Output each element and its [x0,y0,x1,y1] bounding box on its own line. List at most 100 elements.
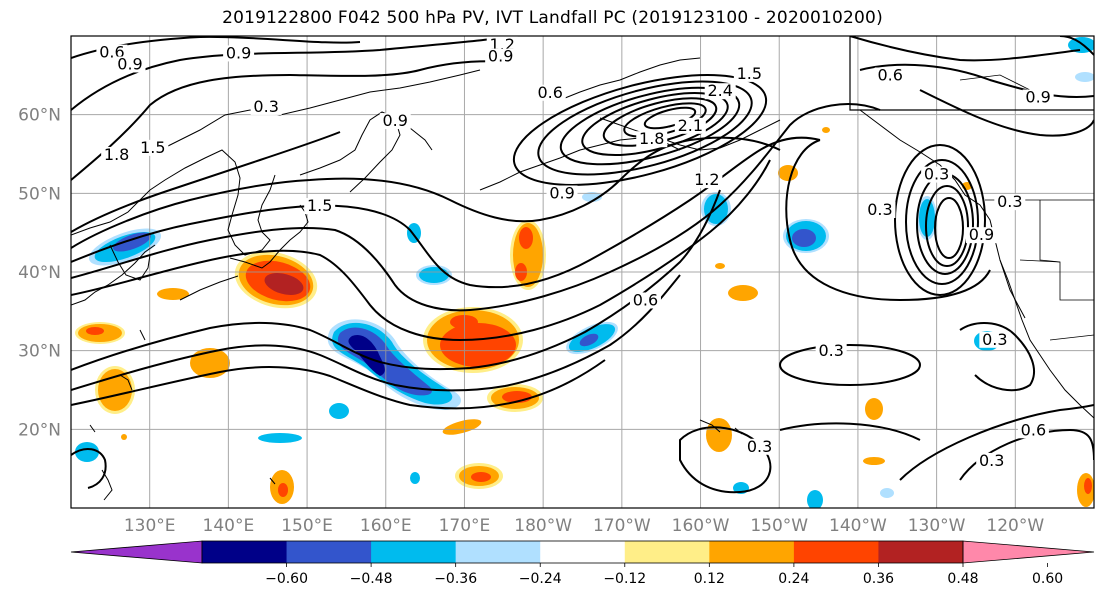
contour-label: 0.9 [1025,88,1050,107]
contour-label-bg [1017,422,1049,439]
contour-label-bg [733,65,765,82]
latitude-labels: 60°N 50°N 40°N 30°N 20°N [18,106,61,441]
contour-label-bg [137,139,169,156]
contour-label-bg [114,56,146,73]
lat-tick-label: 60°N [18,106,61,126]
colorbar-segment [709,541,795,563]
pv-contours [71,36,1094,494]
lon-tick-label: 180°W [514,516,572,536]
contour-label: 0.3 [924,165,949,184]
contour-label-bg [546,185,578,202]
colorbar-frame [201,540,964,564]
contour-labels: 0.60.90.90.31.8 1.51.50.91.20.90.61.52.42… [96,35,1054,470]
colorbar-segment [793,541,879,563]
contour-label: 0.3 [979,451,1004,470]
contour-label: 0.9 [488,47,513,66]
colorbar-segment [371,541,457,563]
contour-label: 0.3 [997,192,1022,211]
lon-tick-label: 160°W [672,516,730,536]
contour-label-bg [864,202,896,218]
colorbar-segment [202,541,288,563]
colorbar-tick-label: −0.60 [265,571,308,587]
lon-tick-label: 170°W [593,516,651,536]
map-title: 2019122800 F042 500 hPa PV, IVT Landfall… [222,8,883,28]
contour-label: 0.3 [867,200,892,219]
colorbar-segment [286,541,372,563]
colorbar-tick-label: 0.48 [947,571,978,587]
coastlines [71,36,1094,501]
lat-tick-label: 40°N [18,263,61,283]
contour-label: 0.6 [633,290,658,309]
contour-label-bg [250,98,282,115]
contour-label: 1.8 [104,145,129,164]
contour-label-bg [1022,89,1054,106]
contour-label-bg [223,45,255,62]
colorbar-tick-label: 0.24 [778,571,809,587]
contour-label: 1.5 [737,64,762,83]
contour-label: 0.3 [747,437,772,456]
colorbar-segment [455,541,541,563]
contour-label-bg [874,67,906,84]
contour-label: 0.9 [117,54,142,73]
contour-label: 2.4 [707,81,732,100]
lon-tick-label: 130°W [908,516,966,536]
colorbar-extend-high [962,540,1095,564]
lon-tick-label: 150°W [750,516,808,536]
colorbar-extend-low [70,540,203,564]
contour-label: 1.5 [307,196,332,215]
contour-label-bg [691,172,723,189]
contour-label-bg [965,227,997,244]
contour-label: 0.9 [969,225,994,244]
contour-label-bg [744,438,776,455]
contour-label: 0.6 [1021,420,1046,439]
colorbar-segment [624,541,710,563]
lat-tick-label: 30°N [18,342,61,362]
lon-tick-label: 120°W [986,516,1044,536]
colorbar-tick-label: −0.12 [603,571,646,587]
lon-tick-label: 130°E [124,516,176,536]
contour-label: 0.3 [982,330,1007,349]
contour-label: 0.9 [226,43,251,62]
colorbar-tick-label: −0.24 [519,571,562,587]
contour-label-bg [534,84,566,101]
contour-label: 2.1 [678,116,703,135]
colorbar-tick-label: 0.60 [1032,571,1063,587]
contour-label-bg [979,331,1011,348]
contour-label-bg [994,194,1026,211]
longitude-labels: 130°E 140°E 150°E 160°E 170°E 180°W 170°W 160°W… [124,516,1045,536]
lon-tick-label: 140°E [203,516,255,536]
contour-label: 0.6 [877,65,902,84]
ivt-pc-shading [75,37,1094,508]
colorbar-segment [878,541,964,563]
map-frame [70,35,1095,509]
contour-label-bg [976,452,1008,469]
colorbar-tick-label: 0.36 [863,571,894,587]
contour-label-bg [674,117,706,134]
lon-tick-label: 140°W [829,516,887,536]
contour-label-bg [629,292,661,309]
contour-label: 0.6 [538,83,563,102]
contour-label-bg [485,48,517,65]
colorbar-tick-label: −0.36 [434,571,477,587]
lat-tick-label: 50°N [18,184,61,204]
contour-label-bg [636,131,668,148]
contour-label: 1.2 [694,170,719,189]
lon-tick-label: 160°E [360,516,412,536]
lon-tick-label: 150°E [281,516,333,536]
contour-label: 0.9 [549,183,574,202]
lat-tick-label: 20°N [18,420,61,440]
contour-label: 0.9 [382,111,407,130]
colorbar-tick-label: −0.48 [350,571,393,587]
contour-label-bg [379,113,411,130]
lon-tick-label: 170°E [439,516,491,536]
contour-label: 0.3 [818,341,843,360]
contour-label-bg [704,83,736,100]
contour-label-bg [304,198,336,215]
contour-label: 0.3 [253,97,278,116]
colorbar-segment [540,541,626,563]
contour-label-bg [101,146,133,163]
map-plot-area [71,36,1094,508]
colorbar-tick-label: 0.12 [694,571,725,587]
contour-label-bg [921,166,953,183]
